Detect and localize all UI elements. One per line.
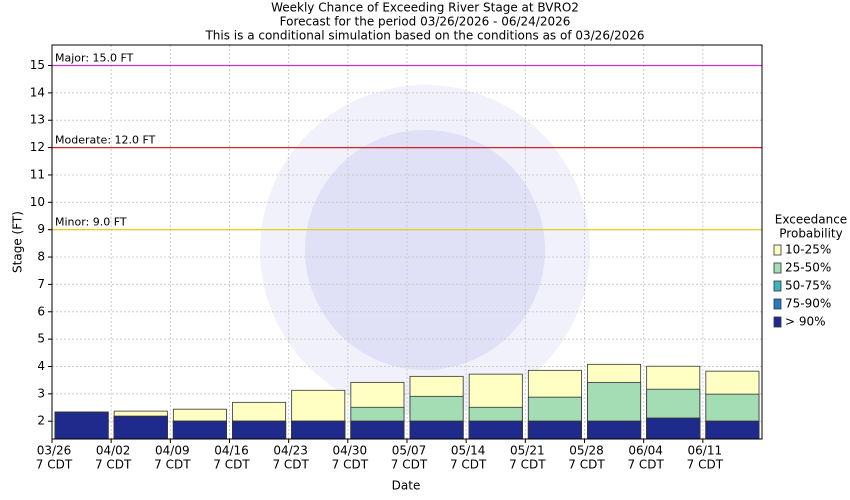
- y-tick-label: 5: [37, 332, 45, 346]
- bar: [646, 417, 701, 440]
- legend-swatch: [773, 280, 782, 292]
- y-tick-label: 7: [37, 277, 45, 291]
- y-tick-label: 8: [37, 250, 45, 264]
- y-tick-label: 3: [37, 386, 45, 400]
- legend-swatch: [773, 262, 782, 274]
- x-tick-label: 03/26: [37, 444, 72, 458]
- x-tick-sublabel: 7 CDT: [36, 458, 73, 472]
- chart-subtitle: Forecast for the period 03/26/2026 - 06/…: [280, 15, 571, 29]
- y-tick-label: 4: [37, 359, 45, 373]
- bar: [232, 420, 287, 440]
- y-tick-label: 2: [37, 414, 45, 428]
- y-tick-label: 14: [30, 85, 45, 99]
- flood-level-label: Minor: 9.0 FT: [55, 216, 127, 229]
- x-tick-sublabel: 7 CDT: [213, 458, 250, 472]
- legend-label: 75-90%: [785, 297, 831, 311]
- y-tick-label: 12: [30, 140, 45, 154]
- bar: [587, 420, 642, 440]
- legend-label: 50-75%: [785, 279, 831, 293]
- x-tick-label: 04/30: [333, 444, 368, 458]
- flood-level-label: Moderate: 12.0 FT: [55, 134, 156, 147]
- y-tick-label: 9: [37, 222, 45, 236]
- x-tick-sublabel: 7 CDT: [687, 458, 724, 472]
- flood-level-label: Major: 15.0 FT: [55, 52, 134, 65]
- x-tick-label: 04/16: [214, 444, 249, 458]
- x-tick-sublabel: 7 CDT: [509, 458, 546, 472]
- y-tick-label: 6: [37, 304, 45, 318]
- x-tick-label: 06/11: [688, 444, 723, 458]
- bar: [527, 420, 582, 440]
- x-tick-label: 05/21: [510, 444, 545, 458]
- legend-swatch: [773, 244, 782, 256]
- y-tick-label: 10: [30, 195, 45, 209]
- y-tick-label: 15: [30, 58, 45, 72]
- legend-title: Exceedance: [775, 213, 847, 227]
- bar: [172, 420, 227, 440]
- bar: [54, 411, 109, 440]
- bar: [409, 420, 464, 440]
- bar: [350, 420, 405, 440]
- plot-frame: [51, 44, 763, 440]
- legend-swatch: [773, 316, 782, 328]
- bar: [113, 415, 168, 440]
- x-tick-sublabel: 7 CDT: [450, 458, 487, 472]
- y-tick-label: 13: [30, 113, 45, 127]
- bar: [468, 420, 523, 440]
- x-tick-label: 04/09: [155, 444, 190, 458]
- x-tick-sublabel: 7 CDT: [95, 458, 132, 472]
- x-tick-label: 06/04: [628, 444, 663, 458]
- x-tick-label: 05/14: [451, 444, 486, 458]
- legend-swatch: [773, 298, 782, 310]
- chart-note: This is a conditional simulation based o…: [204, 29, 644, 43]
- x-tick-label: 05/07: [392, 444, 427, 458]
- bar: [291, 420, 346, 440]
- bar: [705, 420, 760, 440]
- y-axis-label: Stage (FT): [11, 211, 25, 273]
- legend-title: Probability: [779, 227, 842, 241]
- chart-title: Weekly Chance of Exceeding River Stage a…: [271, 1, 579, 15]
- x-tick-label: 05/28: [569, 444, 604, 458]
- x-axis-label: Date: [392, 479, 421, 493]
- x-tick-label: 04/02: [96, 444, 131, 458]
- x-tick-sublabel: 7 CDT: [154, 458, 191, 472]
- x-tick-label: 04/23: [273, 444, 308, 458]
- legend-label: > 90%: [785, 315, 826, 329]
- y-tick-label: 11: [30, 167, 45, 181]
- x-tick-sublabel: 7 CDT: [391, 458, 428, 472]
- legend-label: 25-50%: [785, 261, 831, 275]
- x-tick-sublabel: 7 CDT: [568, 458, 605, 472]
- x-tick-sublabel: 7 CDT: [332, 458, 369, 472]
- x-tick-sublabel: 7 CDT: [627, 458, 664, 472]
- legend-label: 10-25%: [785, 243, 831, 257]
- x-tick-sublabel: 7 CDT: [272, 458, 309, 472]
- watermark: [260, 85, 590, 415]
